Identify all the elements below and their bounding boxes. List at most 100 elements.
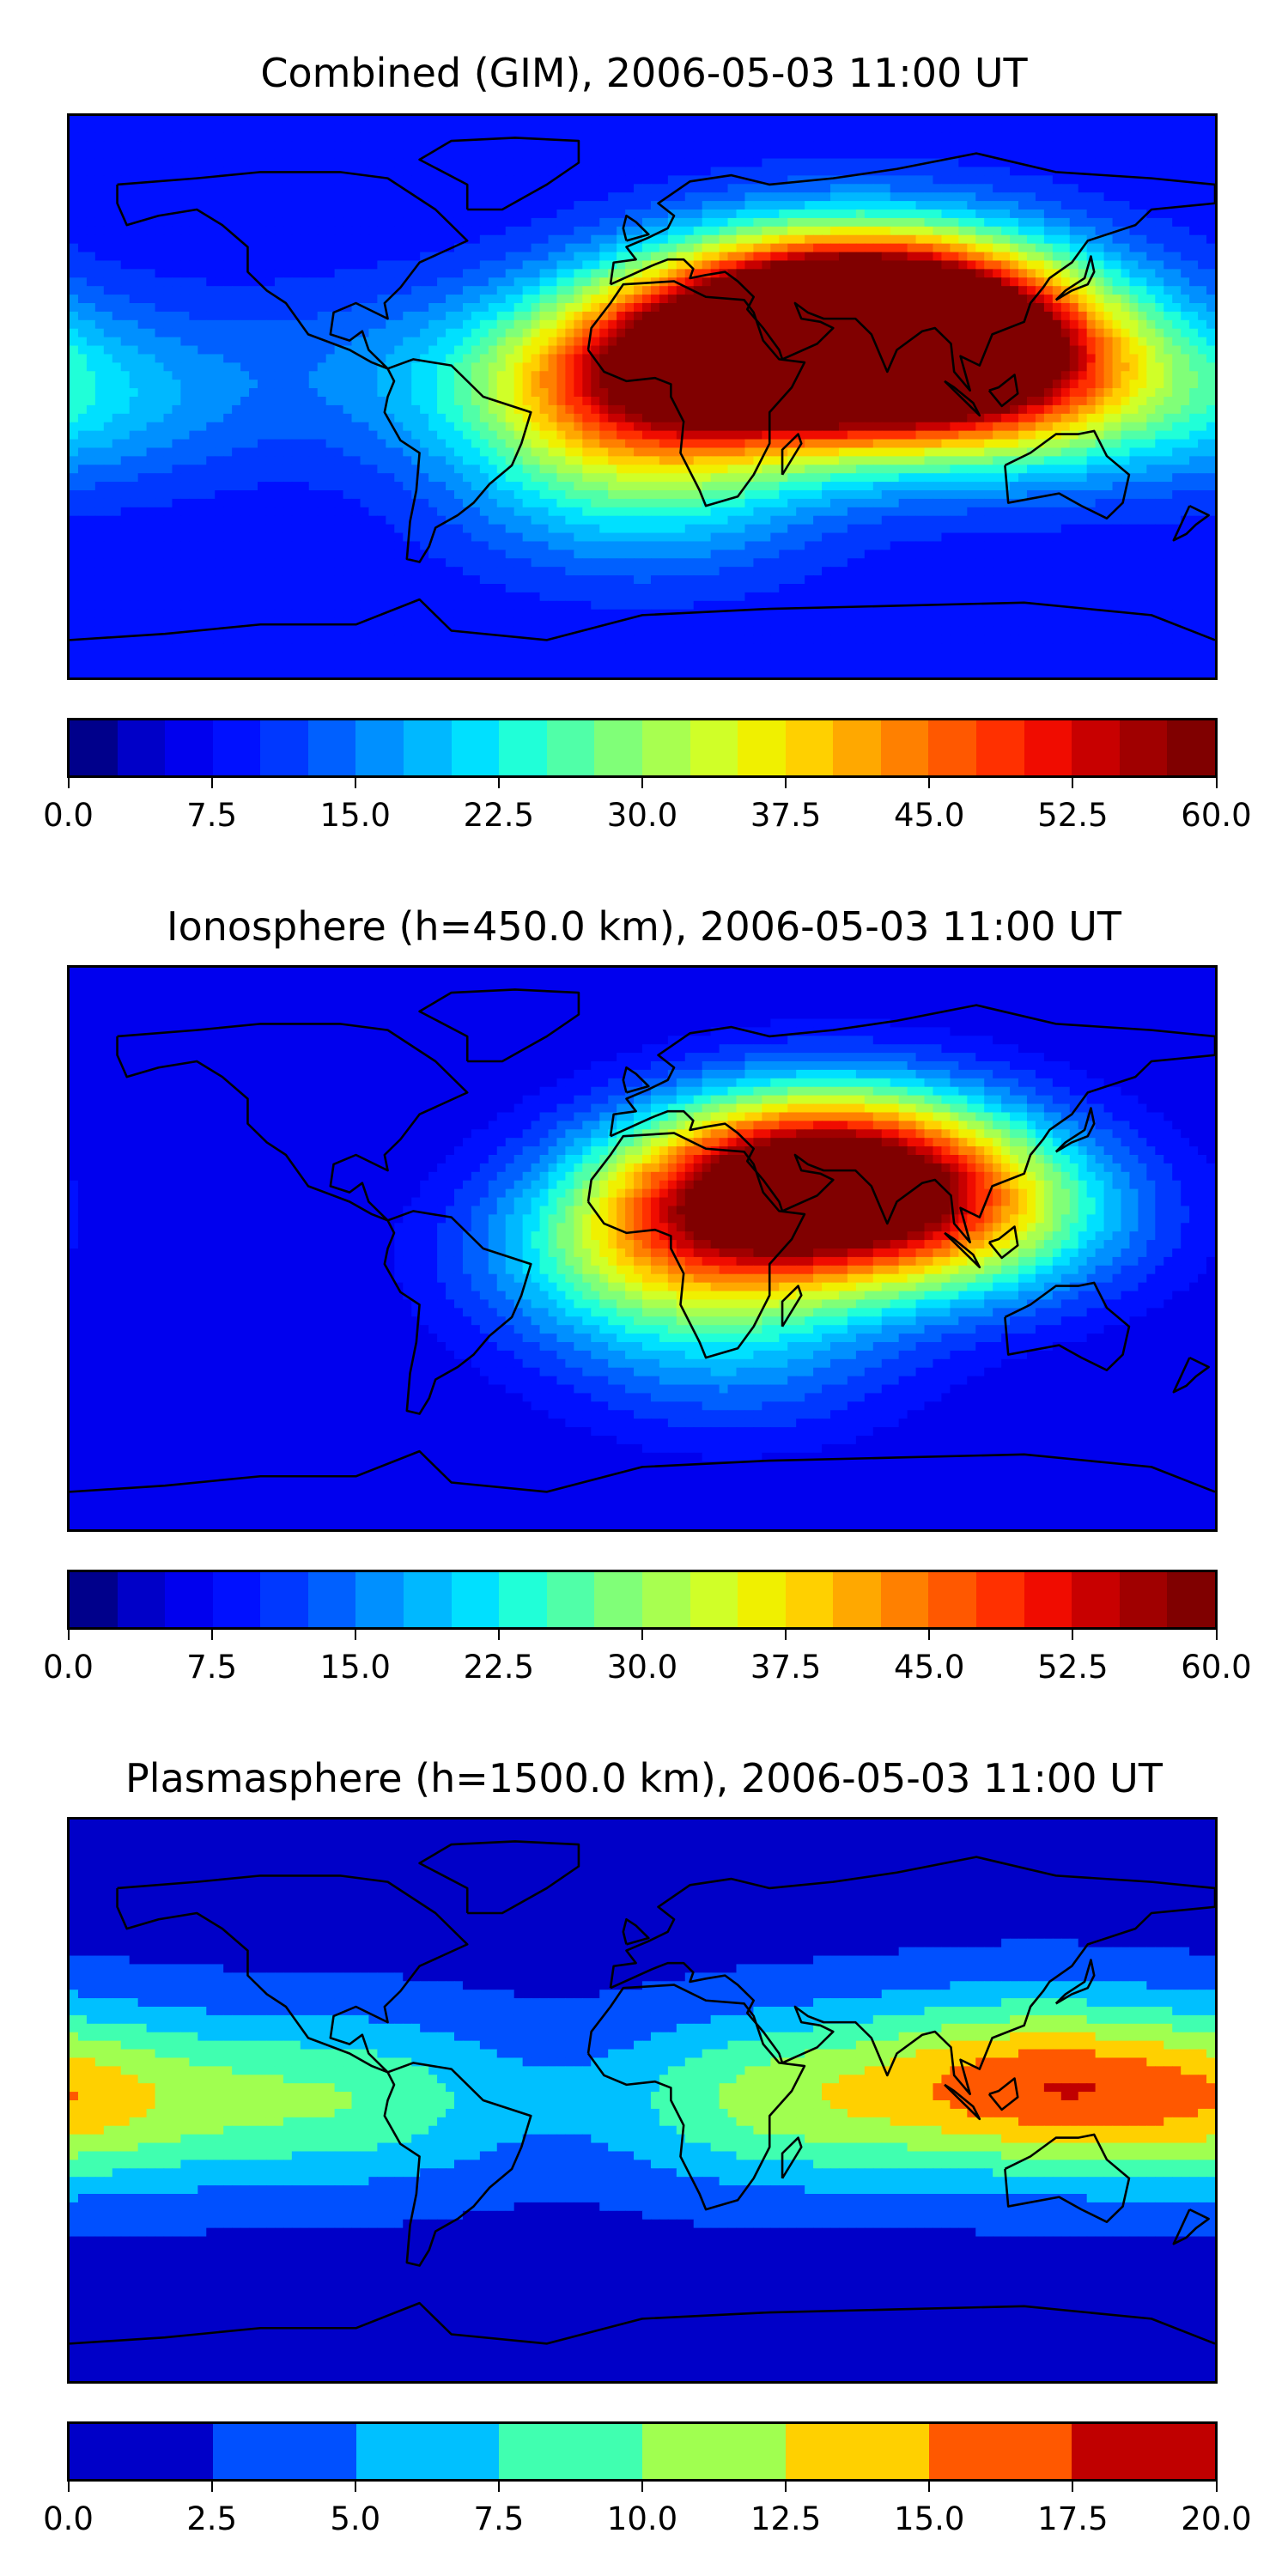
field-cell <box>556 397 567 406</box>
field-cell <box>120 404 131 415</box>
field-cell <box>86 388 96 398</box>
field-cell <box>1189 260 1199 270</box>
field-cell <box>155 413 165 423</box>
field-cell <box>343 397 353 406</box>
field-cell <box>796 337 805 347</box>
field-cell <box>796 158 805 168</box>
field-cell <box>1078 362 1088 372</box>
field-cell <box>308 277 319 287</box>
field-cell <box>291 260 301 270</box>
field-cell <box>659 260 669 270</box>
field-cell <box>479 158 489 168</box>
field-cell <box>539 422 550 432</box>
field-cell <box>377 380 386 389</box>
field-cell <box>702 124 712 134</box>
field-cell <box>522 243 532 253</box>
field-cell <box>890 116 900 125</box>
field-cell <box>958 380 968 389</box>
field-cell <box>984 243 993 253</box>
field-cell <box>890 269 900 278</box>
field-cell <box>394 354 404 363</box>
field-cell <box>1095 124 1105 134</box>
field-cell <box>411 422 421 432</box>
field-cell <box>770 217 780 228</box>
field-cell <box>634 260 643 270</box>
field-cell <box>556 116 567 125</box>
field-cell <box>428 175 438 185</box>
field-cell <box>634 380 643 389</box>
field-cell <box>180 286 190 295</box>
field-cell <box>197 397 207 406</box>
field-cell <box>1121 354 1131 363</box>
field-cell <box>975 243 985 253</box>
field-cell <box>240 234 250 245</box>
field-cell <box>103 319 113 330</box>
field-cell <box>94 380 105 389</box>
field-cell <box>634 124 643 134</box>
field-cell <box>872 184 883 193</box>
field-cell <box>770 243 780 253</box>
field-cell <box>1086 286 1097 295</box>
field-cell <box>300 149 310 160</box>
field-cell <box>993 345 1002 355</box>
field-cell <box>163 132 173 143</box>
field-cell <box>163 303 173 313</box>
field-cell <box>403 124 412 134</box>
field-cell <box>197 345 207 355</box>
field-cell <box>334 319 344 330</box>
field-cell <box>479 141 489 151</box>
field-cell <box>787 337 797 347</box>
field-cell <box>762 371 771 380</box>
field-cell <box>548 149 558 160</box>
field-cell <box>1163 422 1173 432</box>
field-cell <box>1001 192 1011 202</box>
field-cell <box>1129 260 1139 270</box>
field-cell <box>453 201 464 210</box>
field-cell <box>805 354 814 363</box>
field-cell <box>684 328 695 338</box>
field-cell <box>924 286 934 295</box>
field-cell <box>94 328 105 338</box>
field-cell <box>736 252 746 262</box>
field-cell <box>283 430 293 440</box>
field-cell <box>163 277 173 287</box>
field-cell <box>890 175 900 185</box>
field-cell <box>428 234 438 245</box>
field-cell <box>770 380 780 389</box>
field-cell <box>719 269 729 278</box>
field-cell <box>453 243 464 253</box>
field-cell <box>334 141 344 151</box>
field-cell <box>565 210 574 219</box>
field-cell <box>1018 328 1028 338</box>
field-cell <box>642 371 652 380</box>
field-cell <box>565 362 574 372</box>
field-cell <box>574 277 583 287</box>
field-cell <box>565 413 574 423</box>
field-cell <box>727 201 738 210</box>
field-cell <box>189 124 198 134</box>
field-cell <box>513 217 524 228</box>
field-cell <box>1001 362 1011 372</box>
field-cell <box>727 243 738 253</box>
field-cell <box>1060 303 1071 313</box>
panel-1-map[interactable] <box>67 113 1218 680</box>
field-cell <box>642 132 652 143</box>
field-cell <box>343 362 353 372</box>
field-cell <box>787 210 797 219</box>
field-cell <box>274 345 284 355</box>
field-cell <box>386 192 395 202</box>
field-cell <box>446 201 455 210</box>
field-cell <box>172 192 182 202</box>
field-cell <box>779 192 788 202</box>
field-cell <box>1155 345 1164 355</box>
field-cell <box>403 260 412 270</box>
field-cell <box>958 319 968 330</box>
field-cell <box>736 371 746 380</box>
field-cell <box>967 413 976 423</box>
field-cell <box>1001 210 1011 219</box>
field-cell <box>1086 311 1097 321</box>
field-cell <box>1112 328 1122 338</box>
field-cell <box>265 380 276 389</box>
field-cell <box>1181 345 1190 355</box>
field-cell <box>394 116 404 125</box>
